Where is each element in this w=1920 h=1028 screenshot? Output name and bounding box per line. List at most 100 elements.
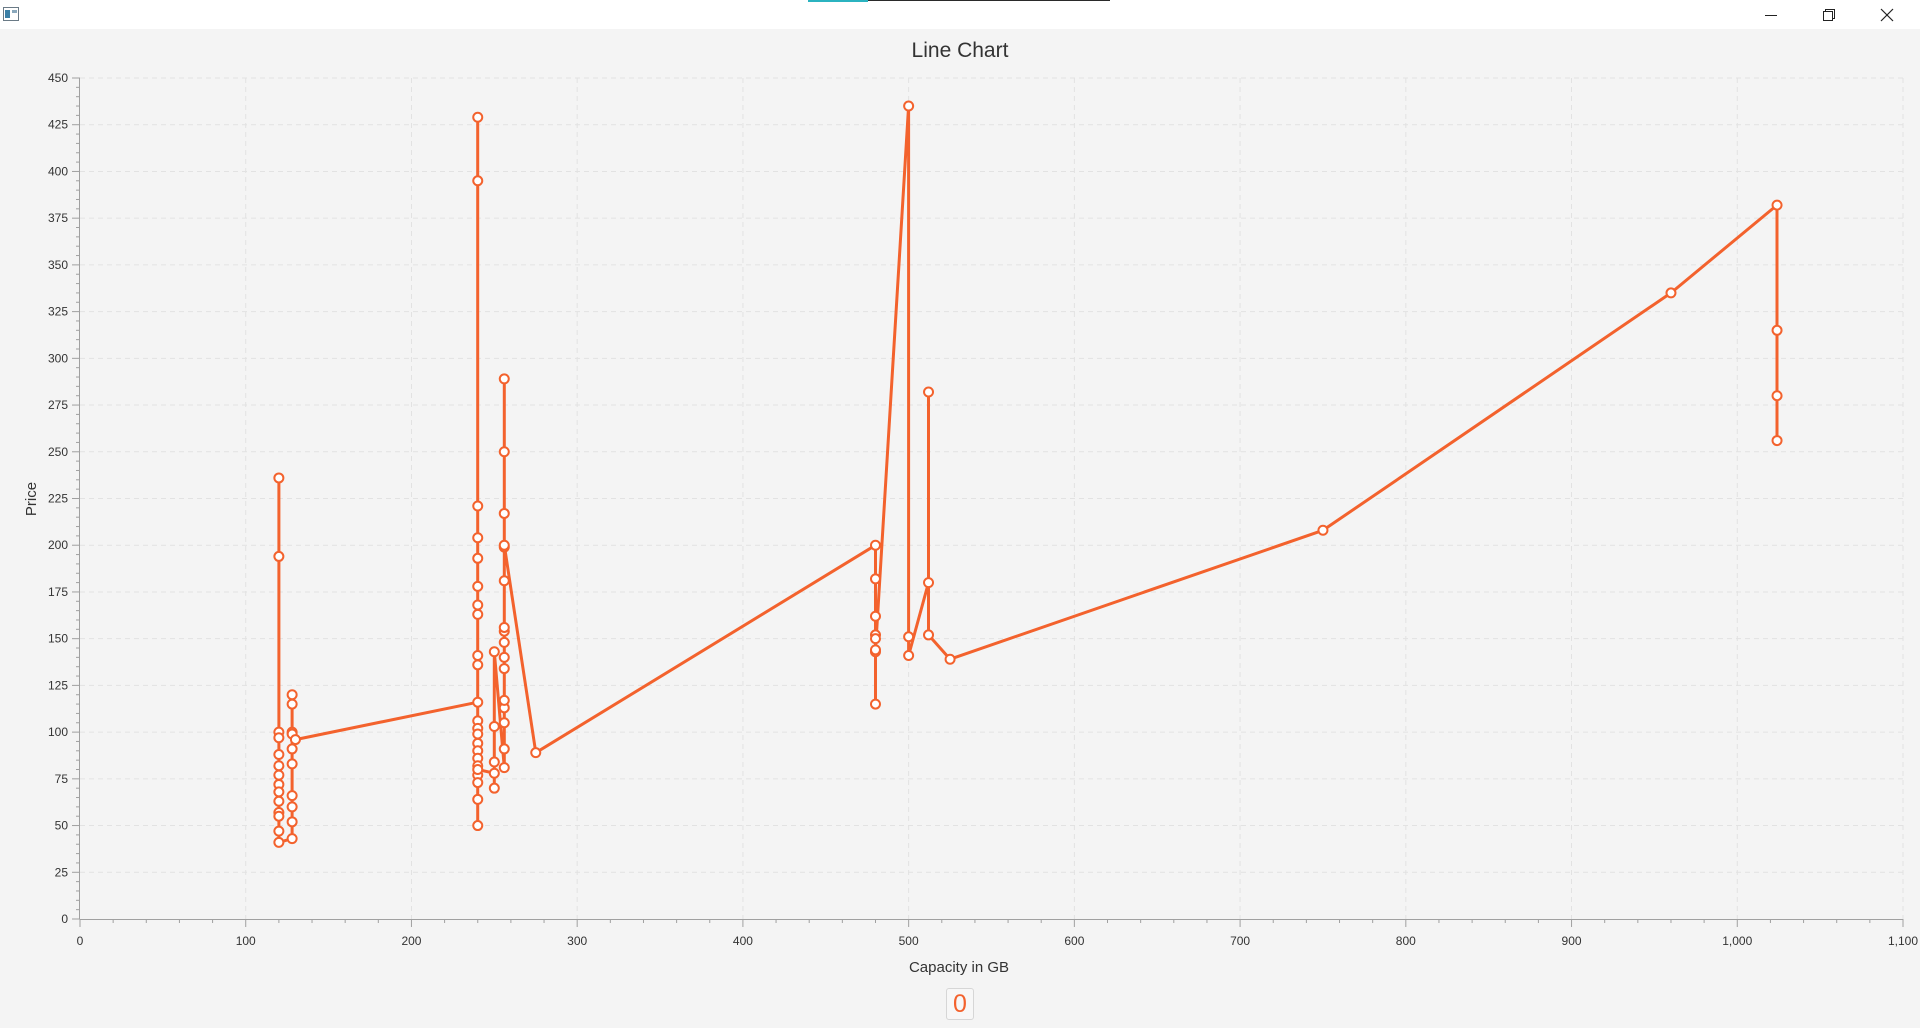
data-point bbox=[472, 608, 484, 620]
x-tick-label: 500 bbox=[899, 934, 919, 948]
data-point bbox=[530, 747, 542, 759]
data-point bbox=[869, 633, 881, 645]
data-point bbox=[286, 758, 298, 770]
y-tick-label: 400 bbox=[48, 164, 68, 178]
data-point bbox=[498, 762, 510, 774]
y-tick-label: 200 bbox=[48, 538, 68, 552]
data-point bbox=[498, 717, 510, 729]
y-tick-label: 175 bbox=[48, 585, 68, 599]
data-point bbox=[903, 649, 915, 661]
data-point bbox=[472, 820, 484, 832]
y-tick-label: 50 bbox=[55, 819, 69, 833]
data-point bbox=[472, 763, 484, 775]
data-point bbox=[903, 100, 915, 112]
data-point bbox=[498, 446, 510, 458]
data-point bbox=[472, 111, 484, 123]
y-tick-label: 350 bbox=[48, 258, 68, 272]
minimize-button[interactable] bbox=[1742, 0, 1800, 29]
minimize-icon bbox=[1765, 14, 1777, 16]
x-tick-label: 400 bbox=[733, 934, 753, 948]
data-point bbox=[498, 539, 510, 551]
data-point bbox=[869, 610, 881, 622]
data-point bbox=[923, 577, 935, 589]
y-tick-label: 275 bbox=[48, 398, 68, 412]
y-tick-label: 250 bbox=[48, 445, 68, 459]
data-point bbox=[1317, 524, 1329, 536]
data-point bbox=[498, 651, 510, 663]
data-point bbox=[869, 644, 881, 656]
x-tick-label: 300 bbox=[567, 934, 587, 948]
legend-item-label: 0 bbox=[953, 989, 967, 1018]
x-tick-label: 600 bbox=[1064, 934, 1084, 948]
y-tick-label: 425 bbox=[48, 118, 68, 132]
line-chart: Line Chart 0 100 200 300 400 500 600 700 800 900 1… bbox=[23, 39, 1918, 976]
y-tick-label: 0 bbox=[61, 912, 68, 926]
data-point bbox=[498, 507, 510, 519]
data-point bbox=[923, 629, 935, 641]
data-point bbox=[273, 836, 285, 848]
x-tick-label: 200 bbox=[401, 934, 421, 948]
y-tick-label: 325 bbox=[48, 305, 68, 319]
chart-axes: 0 100 200 300 400 500 600 700 800 900 1,000 1,100 0 2… bbox=[48, 71, 1918, 948]
x-tick-label: 1,100 bbox=[1888, 934, 1918, 948]
data-point bbox=[273, 795, 285, 807]
data-point bbox=[472, 649, 484, 661]
y-tick-label: 150 bbox=[48, 632, 68, 646]
x-axis-title: Capacity in GB bbox=[909, 959, 1009, 976]
data-point bbox=[903, 631, 915, 643]
data-point bbox=[1771, 199, 1783, 211]
restore-icon bbox=[1823, 8, 1835, 21]
data-point bbox=[1771, 435, 1783, 447]
y-tick-label: 225 bbox=[48, 492, 68, 506]
data-point bbox=[286, 833, 298, 845]
data-point bbox=[472, 532, 484, 544]
data-point bbox=[273, 769, 285, 781]
y-tick-label: 300 bbox=[48, 351, 68, 365]
data-point bbox=[488, 782, 500, 794]
title-tab-accent bbox=[808, 0, 868, 2]
data-point bbox=[488, 646, 500, 658]
data-point bbox=[472, 580, 484, 592]
data-point bbox=[869, 698, 881, 710]
data-point bbox=[273, 810, 285, 822]
x-tick-label: 1,000 bbox=[1722, 934, 1752, 948]
data-point bbox=[273, 760, 285, 772]
data-point bbox=[498, 575, 510, 587]
chart-series bbox=[273, 100, 1783, 848]
y-axis-title: Price bbox=[23, 482, 40, 516]
data-point bbox=[498, 663, 510, 675]
data-point bbox=[286, 689, 298, 701]
data-point bbox=[286, 790, 298, 802]
x-tick-label: 800 bbox=[1396, 934, 1416, 948]
data-point bbox=[289, 734, 301, 746]
chart-title: Line Chart bbox=[912, 39, 1009, 62]
data-point bbox=[1771, 324, 1783, 336]
data-point bbox=[488, 756, 500, 768]
data-point bbox=[472, 793, 484, 805]
data-point bbox=[273, 472, 285, 484]
data-point bbox=[1665, 287, 1677, 299]
data-point bbox=[498, 743, 510, 755]
close-icon bbox=[1880, 8, 1894, 21]
data-point bbox=[472, 552, 484, 564]
y-tick-label: 75 bbox=[55, 772, 69, 786]
restore-button[interactable] bbox=[1800, 0, 1858, 29]
data-point bbox=[273, 786, 285, 798]
data-point bbox=[923, 386, 935, 398]
data-point bbox=[498, 694, 510, 706]
title-bar bbox=[0, 0, 1920, 29]
x-tick-label: 0 bbox=[77, 934, 84, 948]
y-tick-label: 25 bbox=[55, 865, 69, 879]
data-point bbox=[944, 653, 956, 665]
x-tick-label: 700 bbox=[1230, 934, 1250, 948]
data-point bbox=[286, 816, 298, 828]
close-button[interactable] bbox=[1858, 0, 1916, 29]
data-point bbox=[869, 573, 881, 585]
data-point bbox=[488, 767, 500, 779]
data-point bbox=[286, 743, 298, 755]
data-point bbox=[472, 728, 484, 740]
data-point bbox=[472, 777, 484, 789]
legend[interactable]: 0 bbox=[946, 988, 974, 1020]
data-point bbox=[1771, 390, 1783, 402]
y-tick-label: 375 bbox=[48, 211, 68, 225]
